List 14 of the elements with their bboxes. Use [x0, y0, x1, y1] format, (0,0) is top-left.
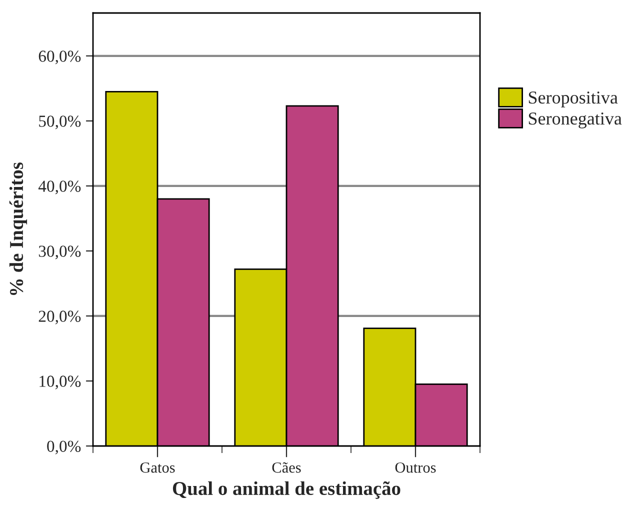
y-axis-title: % de Inquéritos: [9, 162, 28, 296]
y-tick-label: 30,0%: [38, 246, 81, 260]
y-tick-label: 0,0%: [47, 440, 81, 454]
x-tick-label: Cães: [272, 462, 301, 473]
x-axis-title: Qual o animal de estimação: [172, 481, 400, 499]
y-tick-label: 50,0%: [39, 116, 81, 130]
y-tick-label: 60,0%: [38, 50, 81, 64]
y-tick-label: 40,0%: [38, 180, 81, 194]
x-tick-label: Outros: [395, 462, 436, 473]
legend-label: Seropositiva: [528, 92, 618, 108]
y-tick-label: 10,0%: [40, 376, 81, 390]
x-tick-label: Gatos: [140, 462, 175, 473]
y-tick-label: 20,0%: [38, 310, 81, 324]
legend-label: Seronegativa: [528, 112, 622, 128]
